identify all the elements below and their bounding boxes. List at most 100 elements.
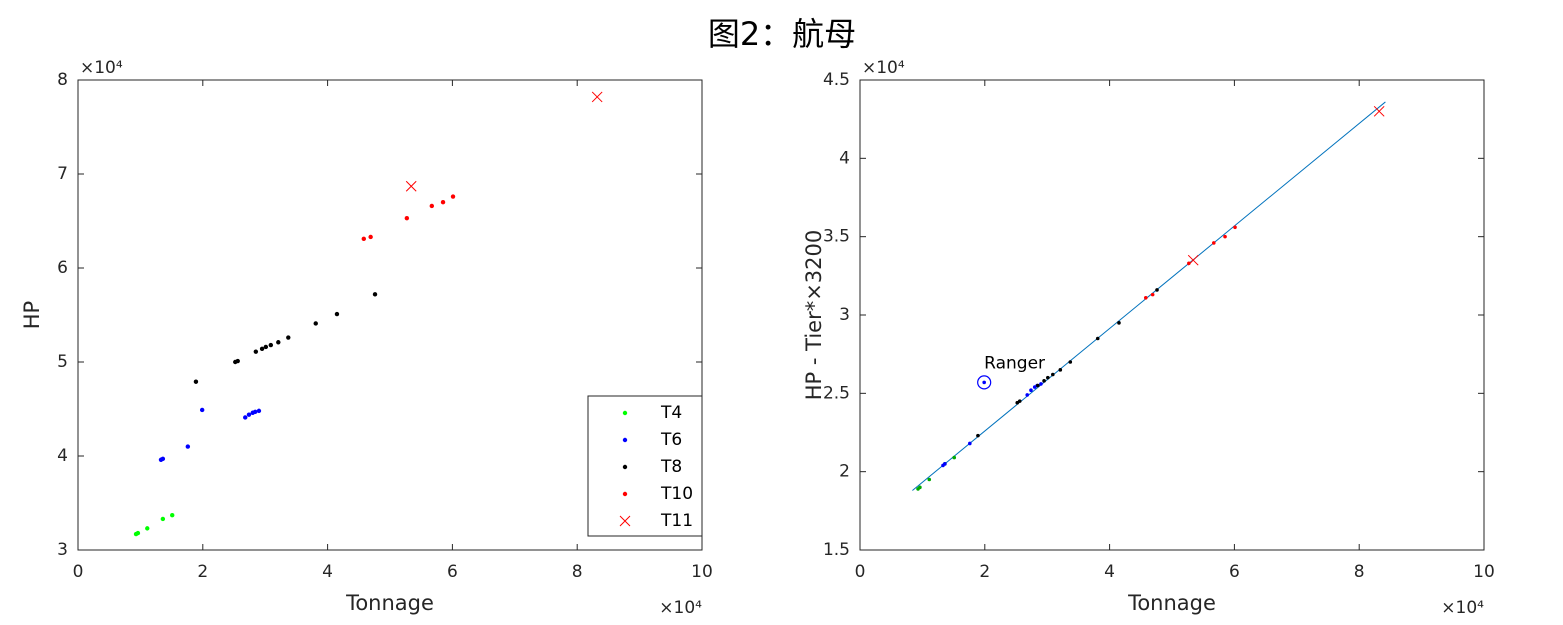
legend-label: T11 xyxy=(660,511,693,531)
y-tick-label: 2 xyxy=(839,462,850,482)
dot-marker xyxy=(976,433,980,438)
y-tick-label: 4.5 xyxy=(823,70,850,90)
dot-marker xyxy=(259,346,265,352)
x-tick-label: 8 xyxy=(572,562,583,582)
annotation-circle xyxy=(977,375,992,390)
legend-marker xyxy=(622,464,628,470)
dot-marker xyxy=(440,200,446,205)
dot-marker xyxy=(1150,292,1155,297)
legend-marker xyxy=(619,515,631,527)
x-tick-label: 8 xyxy=(1354,562,1365,582)
dot-marker xyxy=(145,526,150,531)
dot-marker xyxy=(1025,393,1030,397)
legend-label: T6 xyxy=(660,430,682,450)
dot-marker xyxy=(372,292,378,297)
y-axis-label: HP - Tier*×3200 xyxy=(802,230,826,401)
dot-marker xyxy=(429,203,435,209)
dot-marker xyxy=(243,415,248,420)
y-tick-label: 4 xyxy=(57,446,68,466)
dot-marker xyxy=(276,340,281,345)
legend-marker xyxy=(622,437,628,443)
dot-marker xyxy=(927,477,932,482)
legend-marker xyxy=(622,491,628,497)
legend-label: T4 xyxy=(660,403,682,423)
dot-marker xyxy=(235,358,240,364)
y-tick-label: 4 xyxy=(839,148,850,168)
dot-marker xyxy=(160,516,166,522)
dot-marker xyxy=(982,380,986,385)
dot-marker xyxy=(1046,375,1050,380)
legend-label: T8 xyxy=(660,457,682,477)
x-exponent: ×10⁴ xyxy=(1441,598,1484,618)
y-tick-label: 8 xyxy=(57,70,68,90)
fit-line xyxy=(912,101,1386,491)
x-marker xyxy=(1373,105,1385,117)
x-tick-label: 10 xyxy=(691,562,713,582)
x-tick-label: 4 xyxy=(1104,562,1115,582)
dot-marker xyxy=(943,462,947,466)
dot-marker xyxy=(313,321,318,326)
x-axis-label: Tonnage xyxy=(345,591,434,615)
x-tick-label: 2 xyxy=(979,562,990,582)
dot-marker xyxy=(1029,388,1033,393)
dot-marker xyxy=(1017,399,1022,403)
x-exponent: ×10⁴ xyxy=(659,598,702,618)
annotation-text: Ranger xyxy=(984,353,1045,373)
dot-marker xyxy=(1155,288,1159,292)
x-tick-label: 6 xyxy=(1229,562,1240,582)
dot-marker xyxy=(185,444,191,449)
legend-marker xyxy=(622,410,628,416)
x-axis-label: Tonnage xyxy=(1127,591,1216,615)
dot-marker xyxy=(918,485,922,490)
dot-marker xyxy=(286,335,291,340)
dot-marker xyxy=(193,379,199,384)
dot-marker xyxy=(1051,372,1055,377)
y-exponent: ×10⁴ xyxy=(80,58,123,78)
x-marker xyxy=(1187,254,1199,266)
x-marker xyxy=(405,180,417,192)
dot-marker xyxy=(1233,225,1237,230)
dot-marker xyxy=(1058,368,1063,372)
dot-marker xyxy=(968,441,972,446)
legend-label: T10 xyxy=(660,484,693,504)
x-marker xyxy=(591,91,603,103)
y-tick-label: 1.5 xyxy=(823,540,850,560)
dot-marker xyxy=(1212,241,1216,245)
y-axis-label: HP xyxy=(20,301,44,329)
y-tick-label: 6 xyxy=(57,258,68,278)
x-tick-label: 0 xyxy=(855,562,866,582)
x-tick-label: 2 xyxy=(197,562,208,582)
y-tick-label: 5 xyxy=(57,352,68,372)
dot-marker xyxy=(368,234,373,240)
y-exponent: ×10⁴ xyxy=(862,58,905,78)
legend-box xyxy=(587,395,703,537)
dot-marker xyxy=(256,408,262,414)
y-tick-label: 3 xyxy=(57,540,68,560)
y-tick-label: 3 xyxy=(839,305,850,325)
dot-marker xyxy=(1117,321,1121,325)
y-tick-label: 3.5 xyxy=(823,227,850,247)
dot-marker xyxy=(952,455,957,460)
dot-marker xyxy=(199,407,205,413)
dot-marker xyxy=(404,215,410,221)
dot-marker xyxy=(1036,383,1040,388)
plot-area xyxy=(859,79,1485,551)
dot-marker xyxy=(1143,295,1148,300)
dot-marker xyxy=(263,344,269,350)
dot-marker xyxy=(1068,360,1073,364)
dot-marker xyxy=(268,342,274,348)
dot-marker xyxy=(246,412,252,417)
x-tick-label: 10 xyxy=(1473,562,1495,582)
dot-marker xyxy=(334,311,340,317)
x-tick-label: 6 xyxy=(447,562,458,582)
dot-marker xyxy=(361,236,366,242)
dot-marker xyxy=(450,194,456,199)
dot-marker xyxy=(1042,379,1046,383)
x-tick-label: 0 xyxy=(73,562,84,582)
figure-title: 图2：航母 xyxy=(708,15,856,53)
dot-marker xyxy=(160,456,166,462)
dot-marker xyxy=(170,513,175,518)
dot-marker xyxy=(1095,336,1100,341)
dot-marker xyxy=(1223,234,1227,239)
